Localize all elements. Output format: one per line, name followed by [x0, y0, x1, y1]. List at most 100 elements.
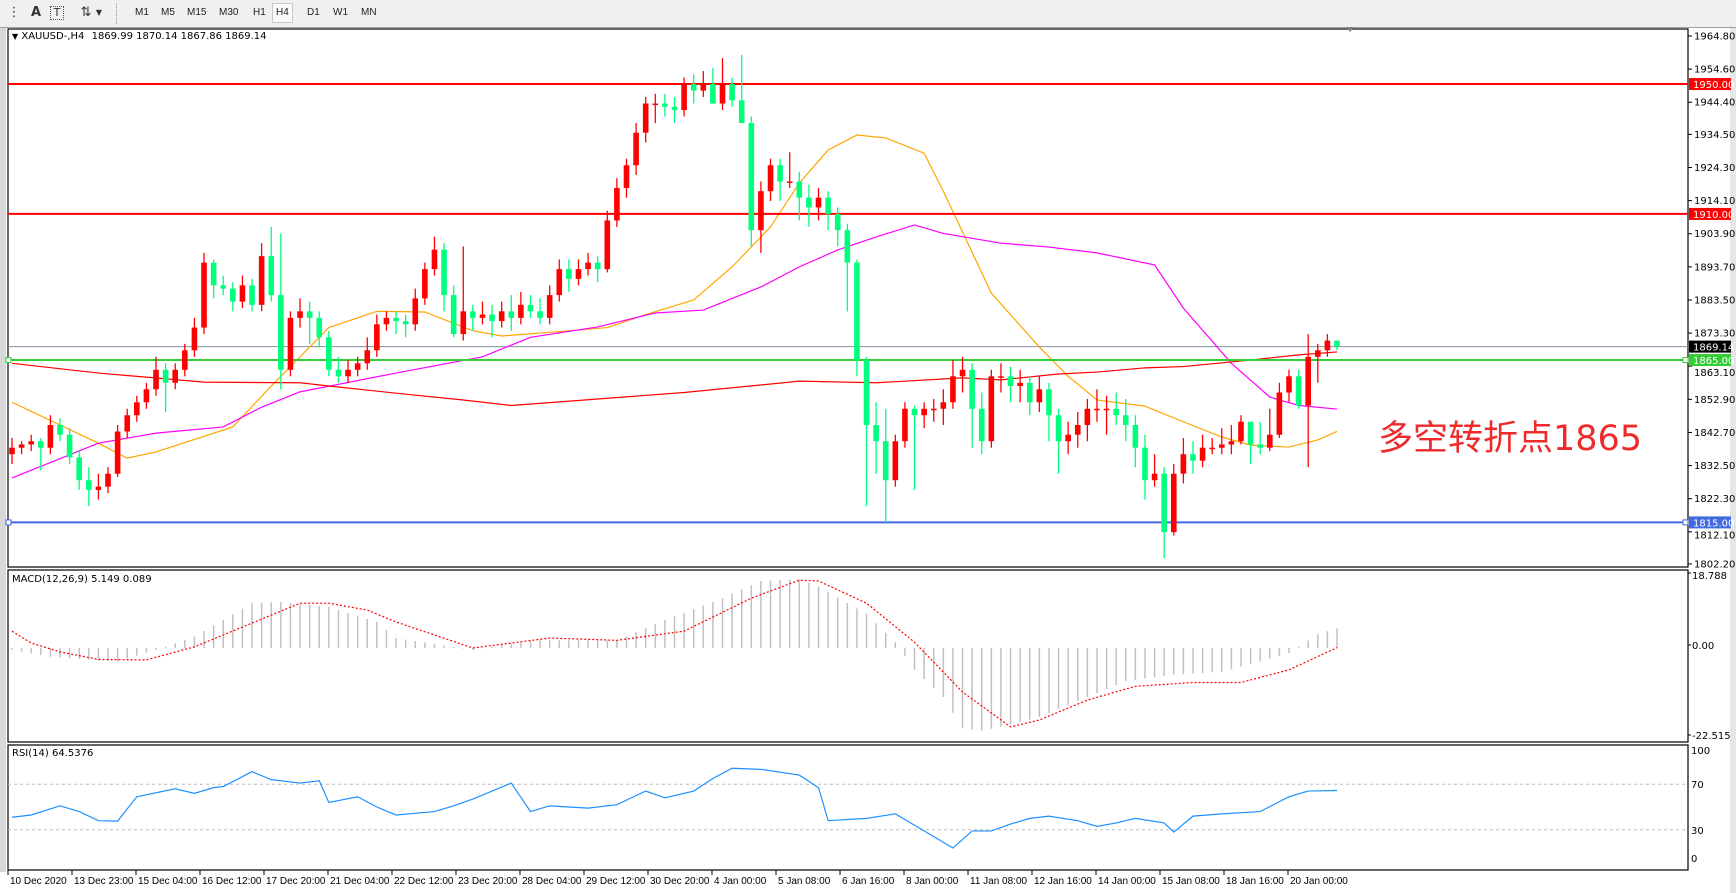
- candle-body: [921, 408, 927, 416]
- timeframe-mn-button[interactable]: MN: [361, 7, 377, 18]
- candle-body: [162, 369, 169, 383]
- candle-body: [220, 285, 227, 289]
- candle: [1113, 392, 1119, 425]
- candle: [1055, 408, 1062, 474]
- candle-body: [854, 262, 860, 361]
- toolbar: ⋮ A T ⇅ ▼ M1 M5 M15 M30 H1 H4 D1 W1 MN: [0, 0, 1736, 28]
- timeframe-h1-button[interactable]: H1: [253, 7, 266, 18]
- candle: [988, 369, 995, 448]
- candle: [854, 259, 860, 377]
- chart-annotation-text[interactable]: 多空转折点1865: [1378, 419, 1643, 459]
- candle: [594, 256, 601, 283]
- candle: [306, 301, 313, 344]
- candle-body: [1218, 444, 1225, 448]
- time-tick-label: 18 Jan 16:00: [1226, 876, 1284, 887]
- timeframe-m1-button[interactable]: M1: [135, 7, 149, 18]
- candle: [498, 301, 505, 328]
- arrows-icon[interactable]: ⇅: [80, 5, 92, 20]
- timeframe-m15-button[interactable]: M15: [187, 7, 207, 18]
- timeframe-m30-button[interactable]: M30: [219, 7, 239, 18]
- candle-body: [1247, 421, 1254, 445]
- level-price-label: 1910.00: [1693, 210, 1734, 221]
- candle-body: [38, 441, 44, 448]
- candle: [1132, 415, 1139, 468]
- window-right-border: [1730, 28, 1736, 893]
- collapse-triangle-icon[interactable]: ▼: [12, 32, 19, 41]
- moving-average-line-1: [11, 224, 1338, 479]
- candle: [345, 360, 351, 383]
- text-icon[interactable]: A: [30, 5, 42, 20]
- chevron-down-icon[interactable]: ▼: [95, 8, 103, 17]
- candle: [863, 356, 870, 507]
- price-tick-label: 1964.80: [1694, 32, 1735, 43]
- candle: [143, 382, 150, 409]
- candle: [1103, 395, 1110, 435]
- time-tick-label: 10 Dec 2020: [10, 876, 67, 887]
- candle: [1017, 369, 1023, 403]
- candle: [1266, 408, 1273, 451]
- candle: [604, 210, 611, 273]
- candle: [959, 356, 966, 393]
- time-tick-label: 15 Jan 08:00: [1162, 876, 1220, 887]
- candle-body: [527, 304, 534, 312]
- price-tick-label: 1944.40: [1694, 98, 1735, 109]
- price-tick-label: 1812.10: [1694, 530, 1735, 541]
- macd-panel-frame: [7, 569, 1689, 743]
- time-tick-label: 13 Dec 23:00: [74, 876, 134, 887]
- candle-body: [758, 191, 764, 231]
- timeframe-w1-button[interactable]: W1: [333, 7, 348, 18]
- candle: [47, 415, 54, 455]
- candle: [681, 77, 687, 117]
- fibonacci-fan-icon[interactable]: ⋮: [7, 5, 21, 20]
- level-price-badge: [1689, 516, 1731, 529]
- candle-body: [210, 262, 217, 286]
- price-tick-label: 1863.10: [1694, 368, 1735, 379]
- candle: [1026, 376, 1033, 416]
- candle: [834, 207, 841, 247]
- macd-signal-line: [11, 579, 1338, 728]
- candle: [786, 152, 793, 188]
- candle-body: [1065, 434, 1071, 442]
- candle: [546, 285, 553, 325]
- candle: [1218, 428, 1225, 455]
- candle-body: [767, 165, 774, 192]
- candle-body: [460, 311, 467, 335]
- time-tick-label: 23 Dec 20:00: [458, 876, 518, 887]
- candle: [182, 343, 188, 377]
- candle: [364, 337, 371, 370]
- candle: [815, 187, 822, 221]
- timeframe-h4-button[interactable]: H4: [272, 3, 293, 23]
- time-tick-label: 15 Dec 04:00: [138, 876, 198, 887]
- candle-body: [470, 311, 476, 318]
- candle: [940, 389, 947, 425]
- candle-body: [1266, 434, 1273, 448]
- candle: [287, 311, 294, 377]
- rsi-tick-label: 100: [1691, 746, 1710, 757]
- candle: [1007, 366, 1014, 403]
- timeframe-d1-button[interactable]: D1: [307, 7, 320, 18]
- time-tick-label: 16 Dec 12:00: [202, 876, 262, 887]
- candle: [230, 282, 236, 312]
- candle: [95, 473, 102, 500]
- current-price-label: 1869.14: [1693, 343, 1734, 354]
- time-tick-label: 5 Jan 08:00: [778, 876, 831, 887]
- price-tick-label: 1832.50: [1694, 461, 1735, 472]
- candle-body: [1295, 376, 1302, 406]
- candle-body: [66, 434, 73, 458]
- candle: [873, 402, 879, 474]
- candle-body: [537, 311, 543, 318]
- candle: [911, 405, 918, 490]
- candle-body: [114, 431, 121, 474]
- level-handle-right: [1682, 519, 1689, 526]
- time-tick-label: 6 Jan 16:00: [842, 876, 895, 887]
- candle-body: [614, 187, 620, 221]
- candle: [998, 363, 1004, 393]
- candle: [201, 252, 207, 335]
- candle-body: [690, 84, 697, 91]
- window-left-border: [0, 28, 6, 893]
- candle: [738, 54, 745, 124]
- timeframe-m5-button[interactable]: M5: [161, 7, 175, 18]
- price-tick-label: 1852.90: [1694, 395, 1735, 406]
- text-label-icon[interactable]: T: [50, 6, 64, 20]
